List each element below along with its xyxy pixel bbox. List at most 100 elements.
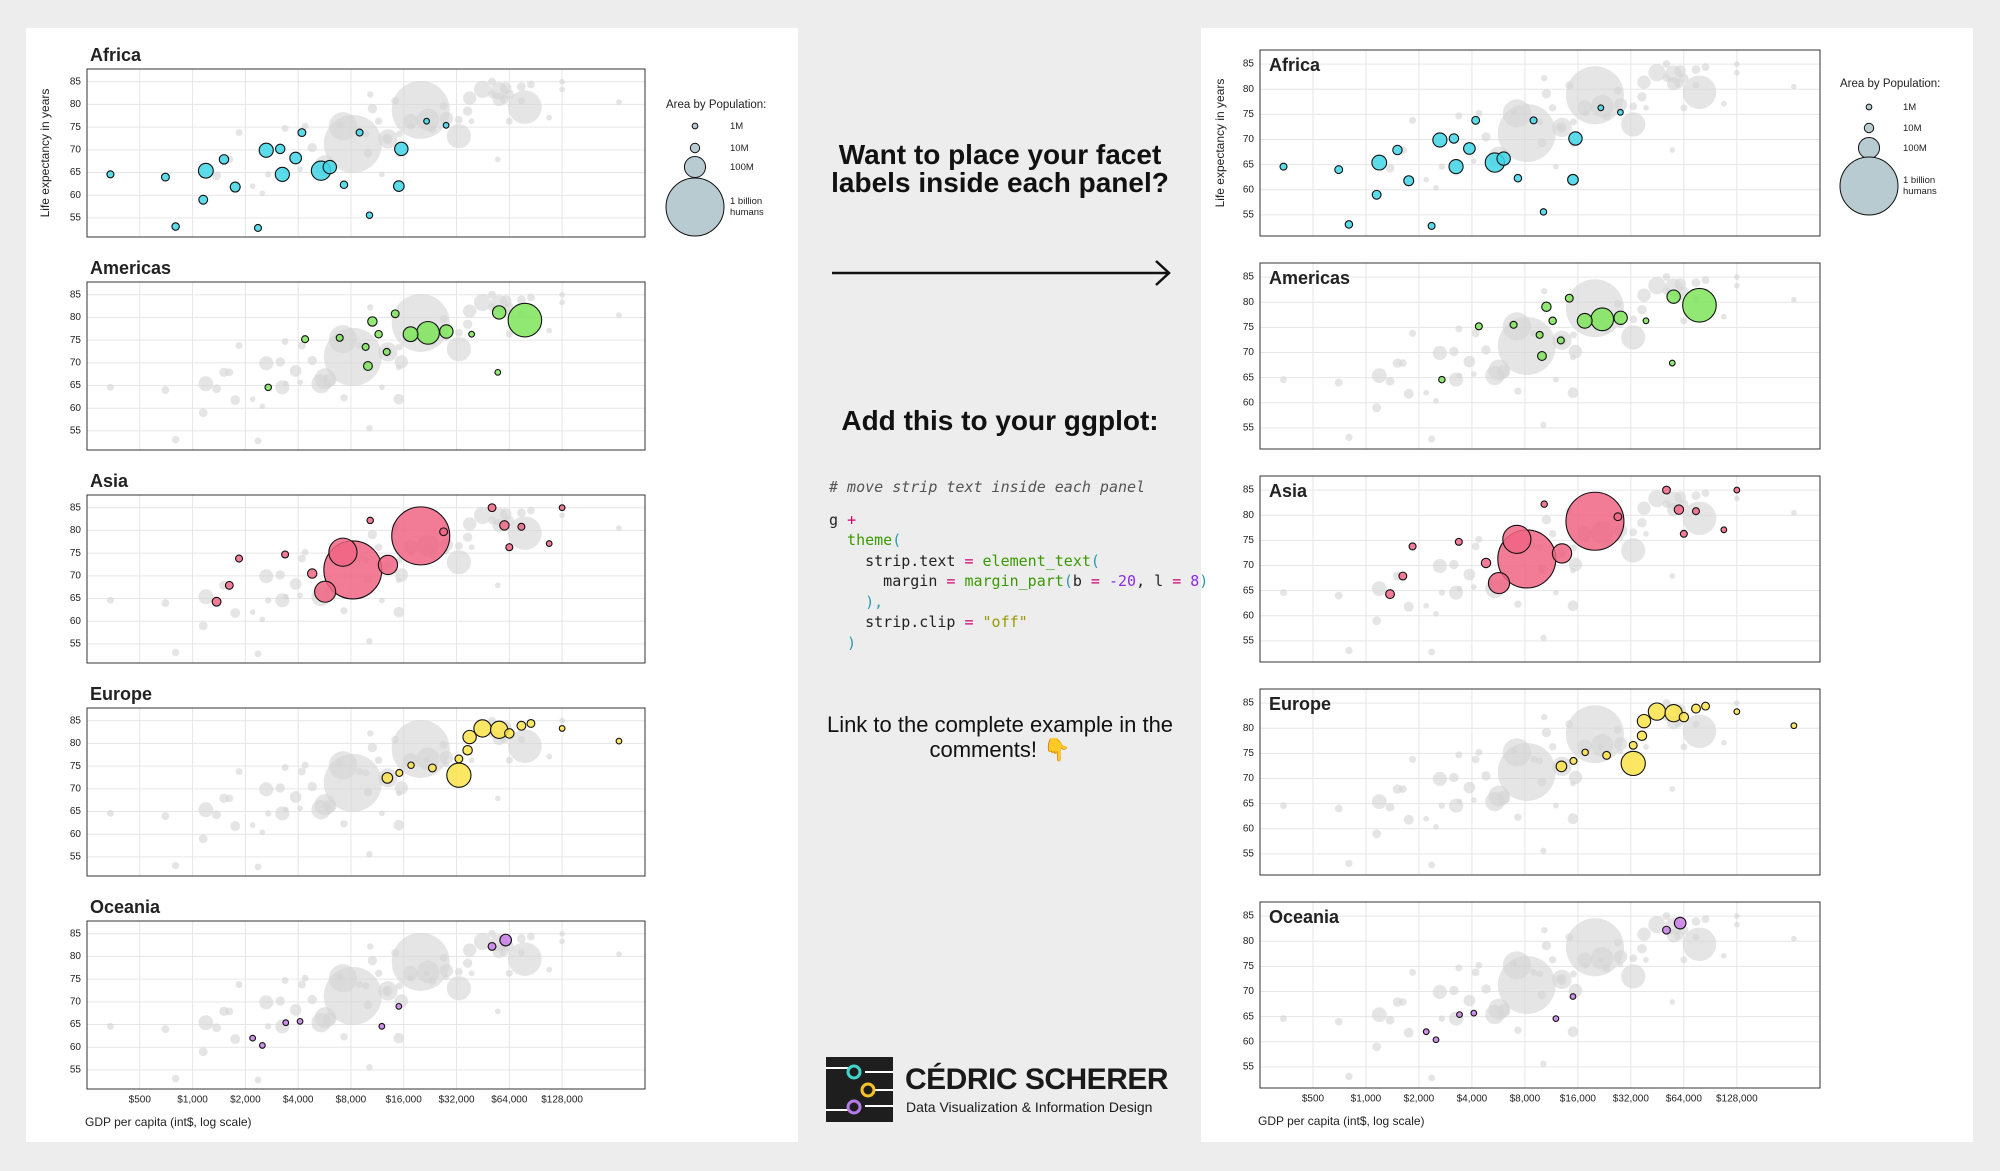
context-point <box>1433 610 1439 617</box>
point <box>1647 702 1667 721</box>
point <box>487 503 497 513</box>
y-tick-label: 85 <box>1243 698 1255 709</box>
context-point <box>1553 376 1559 383</box>
context-point <box>281 338 289 345</box>
code-token: = <box>946 572 956 590</box>
context-point <box>1502 951 1531 980</box>
context-point <box>517 949 525 957</box>
context-point <box>1553 802 1559 809</box>
y-tick-label: 60 <box>1243 610 1255 621</box>
point <box>1673 504 1685 515</box>
y-tick-label: 55 <box>1243 636 1255 647</box>
context-point <box>1541 728 1552 738</box>
context-point <box>382 985 393 997</box>
context-point <box>198 621 208 631</box>
context-point <box>281 977 289 984</box>
context-point <box>161 812 170 820</box>
context-point <box>395 364 402 371</box>
context-point <box>307 994 317 1005</box>
facet-panel: 55 60 65 70 75 80 85 Americas <box>1243 262 1821 450</box>
context-point <box>1372 403 1382 413</box>
context-point <box>198 1047 208 1057</box>
facet-title: Oceania <box>90 897 161 917</box>
context-point <box>1428 435 1436 443</box>
x-tick-label: $500 <box>1302 1094 1325 1105</box>
facet-panel: 55 60 65 70 75 80 85 Oceania <box>70 897 646 1090</box>
context-point <box>378 171 385 178</box>
y-tick-label: 75 <box>70 335 82 346</box>
point <box>439 527 449 537</box>
point <box>1456 1011 1463 1019</box>
context-point <box>265 597 272 604</box>
context-point <box>1385 1015 1395 1025</box>
context-point <box>374 543 383 551</box>
panel-border <box>1259 901 1821 1089</box>
y-tick-label: 65 <box>1243 798 1255 809</box>
context-point <box>259 616 266 623</box>
y-tick-label: 60 <box>1243 397 1255 408</box>
y-tick-label: 85 <box>1243 485 1255 496</box>
context-point <box>1409 329 1417 337</box>
context-point <box>1680 317 1688 325</box>
point <box>1509 320 1518 329</box>
point <box>545 540 553 547</box>
code-token: ( <box>892 531 902 549</box>
context-point <box>468 970 475 977</box>
context-point <box>1662 912 1671 920</box>
context-point <box>494 156 501 163</box>
legend-label-box: 1 billion humans <box>730 196 764 218</box>
point <box>416 320 440 345</box>
context-point <box>171 435 180 444</box>
y-tick-label: 60 <box>70 829 82 840</box>
y-tick-label: 75 <box>1243 535 1255 546</box>
context-point <box>1692 81 1700 89</box>
point <box>355 128 364 137</box>
context-point <box>1514 600 1522 608</box>
context-point <box>307 355 317 366</box>
context-point <box>366 850 373 858</box>
context-point <box>301 761 309 769</box>
facet-panel: 55 60 65 70 75 80 85 Asia <box>1243 475 1821 663</box>
code-token: ) <box>829 633 857 652</box>
context-point <box>468 757 475 764</box>
code-token: , l <box>1136 572 1173 590</box>
context-point <box>1621 964 1646 989</box>
context-point <box>395 982 403 990</box>
facet-title: Asia <box>90 471 129 491</box>
y-tick-label: 65 <box>1243 585 1255 596</box>
y-tick-label: 60 <box>1243 184 1255 195</box>
y-tick-label: 70 <box>70 144 82 155</box>
context-point <box>446 124 471 149</box>
context-point <box>198 1015 214 1031</box>
context-point <box>494 582 501 589</box>
context-point <box>1643 956 1649 963</box>
point <box>339 180 349 190</box>
y-tick-label: 55 <box>1243 210 1255 221</box>
point <box>282 1019 290 1027</box>
context-point <box>1720 952 1727 959</box>
context-point <box>301 548 309 556</box>
point <box>395 1002 403 1010</box>
y-tick-label: 65 <box>1243 1011 1255 1022</box>
point <box>361 342 370 351</box>
point <box>198 194 209 205</box>
context-point <box>1455 964 1463 972</box>
y-tick-label: 65 <box>70 593 82 604</box>
y-tick-label: 85 <box>1243 272 1255 283</box>
context-point <box>1791 296 1797 303</box>
context-point <box>462 958 473 968</box>
context-point <box>508 942 542 976</box>
x-tick-label: $64,000 <box>491 1095 528 1106</box>
point <box>1480 557 1492 569</box>
point <box>1679 529 1688 538</box>
point <box>378 1022 386 1030</box>
point <box>1673 916 1687 930</box>
point <box>322 159 338 175</box>
context-point <box>462 304 477 318</box>
point <box>558 725 566 732</box>
context-point <box>1637 501 1651 515</box>
point <box>390 309 400 319</box>
context-point <box>1637 944 1647 954</box>
code-line: strip.clip = "off" <box>829 612 1208 633</box>
context-point <box>212 384 221 394</box>
